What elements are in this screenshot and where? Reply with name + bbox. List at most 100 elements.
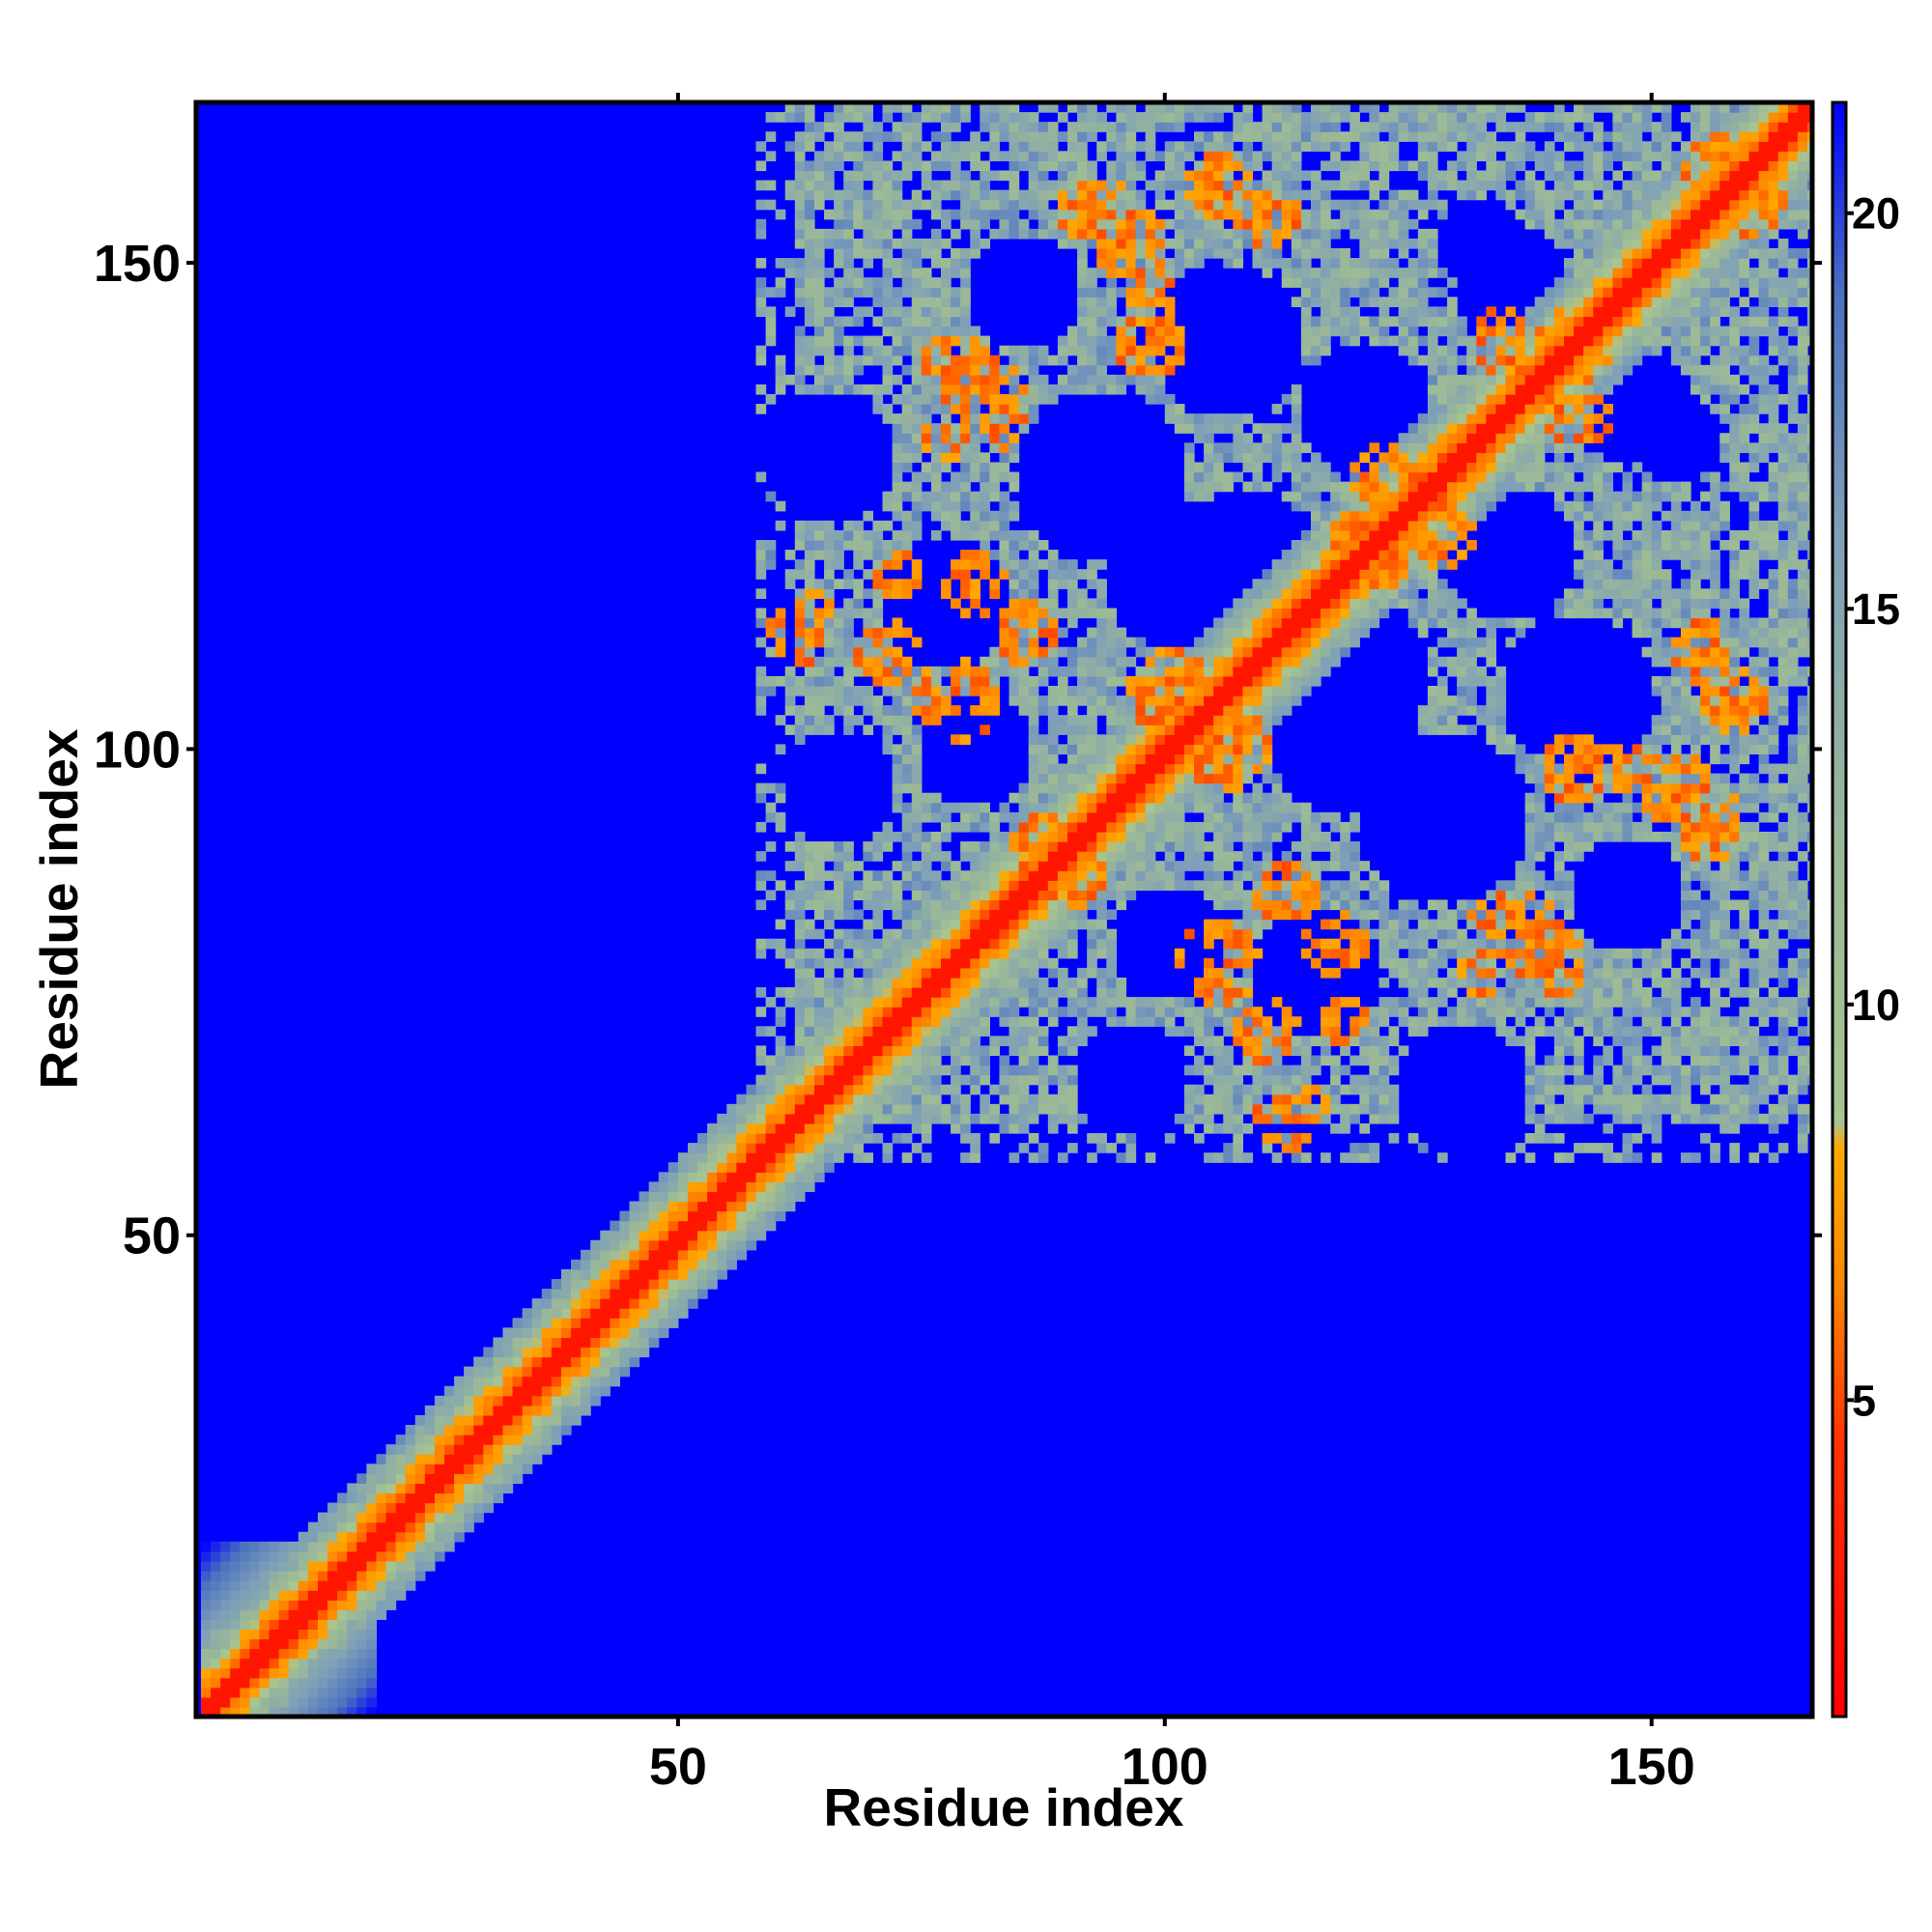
heatmap-cell (1242, 1103, 1254, 1115)
heatmap-cell (794, 646, 806, 658)
heatmap-cell (755, 355, 767, 366)
heatmap-cell (1194, 987, 1205, 998)
heatmap-cell (1028, 345, 1039, 356)
heatmap-cell (610, 1259, 621, 1270)
heatmap-cell (1164, 696, 1176, 706)
heatmap-cell (1009, 180, 1020, 191)
heatmap-cell (1145, 131, 1156, 142)
heatmap-cell (813, 656, 825, 668)
heatmap-cell (1164, 218, 1176, 230)
heatmap-cell (298, 1638, 309, 1650)
heatmap-cell (901, 491, 913, 502)
heatmap-cell (434, 1492, 445, 1504)
heatmap-cell (970, 598, 980, 610)
heatmap-cell (853, 277, 864, 288)
heatmap-cell (911, 122, 923, 132)
heatmap-cell (1194, 821, 1205, 833)
heatmap-cell (1037, 831, 1049, 842)
heatmap-cell (863, 122, 874, 132)
heatmap-cell (1047, 1074, 1059, 1086)
heatmap-cell (288, 1696, 299, 1708)
heatmap-cell (220, 1550, 231, 1562)
heatmap-cell (434, 1435, 445, 1445)
heatmap-cell (1154, 345, 1166, 356)
heatmap-cell (999, 997, 1010, 1008)
heatmap-cell (1223, 831, 1234, 842)
heatmap-cell (892, 131, 903, 142)
heatmap-cell (269, 1590, 280, 1601)
heatmap-cell (1204, 1094, 1214, 1105)
heatmap-cell (1242, 209, 1254, 220)
heatmap-cell (755, 948, 767, 959)
heatmap-cell (813, 550, 825, 560)
heatmap-cell (1018, 637, 1030, 648)
heatmap-cell (1125, 997, 1137, 1008)
heatmap-cell (940, 899, 952, 911)
heatmap-cell (1028, 1055, 1039, 1066)
heatmap-cell (882, 899, 894, 911)
heatmap-cell (1018, 598, 1030, 610)
heatmap-cell (765, 1113, 777, 1124)
heatmap-cell (775, 792, 786, 804)
heatmap-cell (921, 355, 932, 366)
heatmap-cell (970, 559, 980, 570)
heatmap-cell (1281, 851, 1293, 862)
heatmap-cell (726, 1143, 737, 1153)
heatmap-cell (1096, 763, 1107, 775)
heatmap-cell (813, 277, 825, 288)
heatmap-cell (1009, 928, 1020, 940)
heatmap-cell (882, 1113, 894, 1124)
heatmap-cell (1125, 656, 1137, 668)
heatmap-cell (804, 306, 815, 318)
heatmap-cell (911, 199, 923, 211)
heatmap-cell (1057, 1007, 1068, 1017)
heatmap-cell (1300, 122, 1312, 132)
heatmap-cell (1262, 675, 1273, 687)
heatmap-cell (1154, 811, 1166, 823)
heatmap-cell (1009, 433, 1020, 443)
heatmap-cell (746, 1143, 757, 1153)
heatmap-cell (668, 1268, 679, 1280)
heatmap-cell (930, 715, 942, 725)
heatmap-cell (1252, 831, 1264, 842)
heatmap-cell (930, 919, 942, 930)
heatmap-cell (1262, 1074, 1273, 1086)
heatmap-cell (824, 1113, 835, 1124)
heatmap-cell (581, 1327, 591, 1339)
heatmap-cell (1194, 160, 1205, 172)
heatmap-cell (1183, 831, 1195, 842)
heatmap-cell (1271, 238, 1283, 249)
heatmap-cell (834, 1026, 844, 1037)
heatmap-cell (1116, 228, 1127, 240)
heatmap-cell (1125, 297, 1137, 307)
heatmap-cell (1057, 744, 1068, 755)
heatmap-cell (794, 559, 806, 570)
heatmap-cell (240, 1600, 251, 1610)
heatmap-cell (980, 802, 990, 813)
heatmap-cell (804, 715, 815, 725)
heatmap-cell (1252, 209, 1264, 220)
heatmap-cell (755, 1122, 767, 1134)
heatmap-cell (1213, 890, 1224, 901)
heatmap-cell (853, 579, 864, 589)
heatmap-cell (853, 1113, 864, 1124)
heatmap-cell (1057, 715, 1068, 725)
heatmap-cell (1164, 870, 1176, 881)
heatmap-cell (882, 491, 894, 502)
heatmap-cell (804, 1133, 815, 1144)
heatmap-cell (717, 1191, 727, 1203)
heatmap-cell (473, 1405, 484, 1416)
heatmap-cell (1183, 841, 1195, 852)
heatmap-cell (940, 851, 952, 862)
heatmap-cell (414, 1541, 426, 1552)
heatmap-cell (1262, 1103, 1273, 1115)
heatmap-cell (1096, 287, 1107, 298)
heatmap-cell (872, 851, 884, 862)
heatmap-cell (951, 948, 961, 959)
heatmap-cell (794, 1036, 806, 1047)
heatmap-cell (619, 1210, 631, 1222)
heatmap-cell (951, 529, 961, 541)
heatmap-cell (804, 131, 815, 142)
heatmap-cell (1087, 880, 1097, 891)
heatmap-cell (1116, 666, 1127, 677)
